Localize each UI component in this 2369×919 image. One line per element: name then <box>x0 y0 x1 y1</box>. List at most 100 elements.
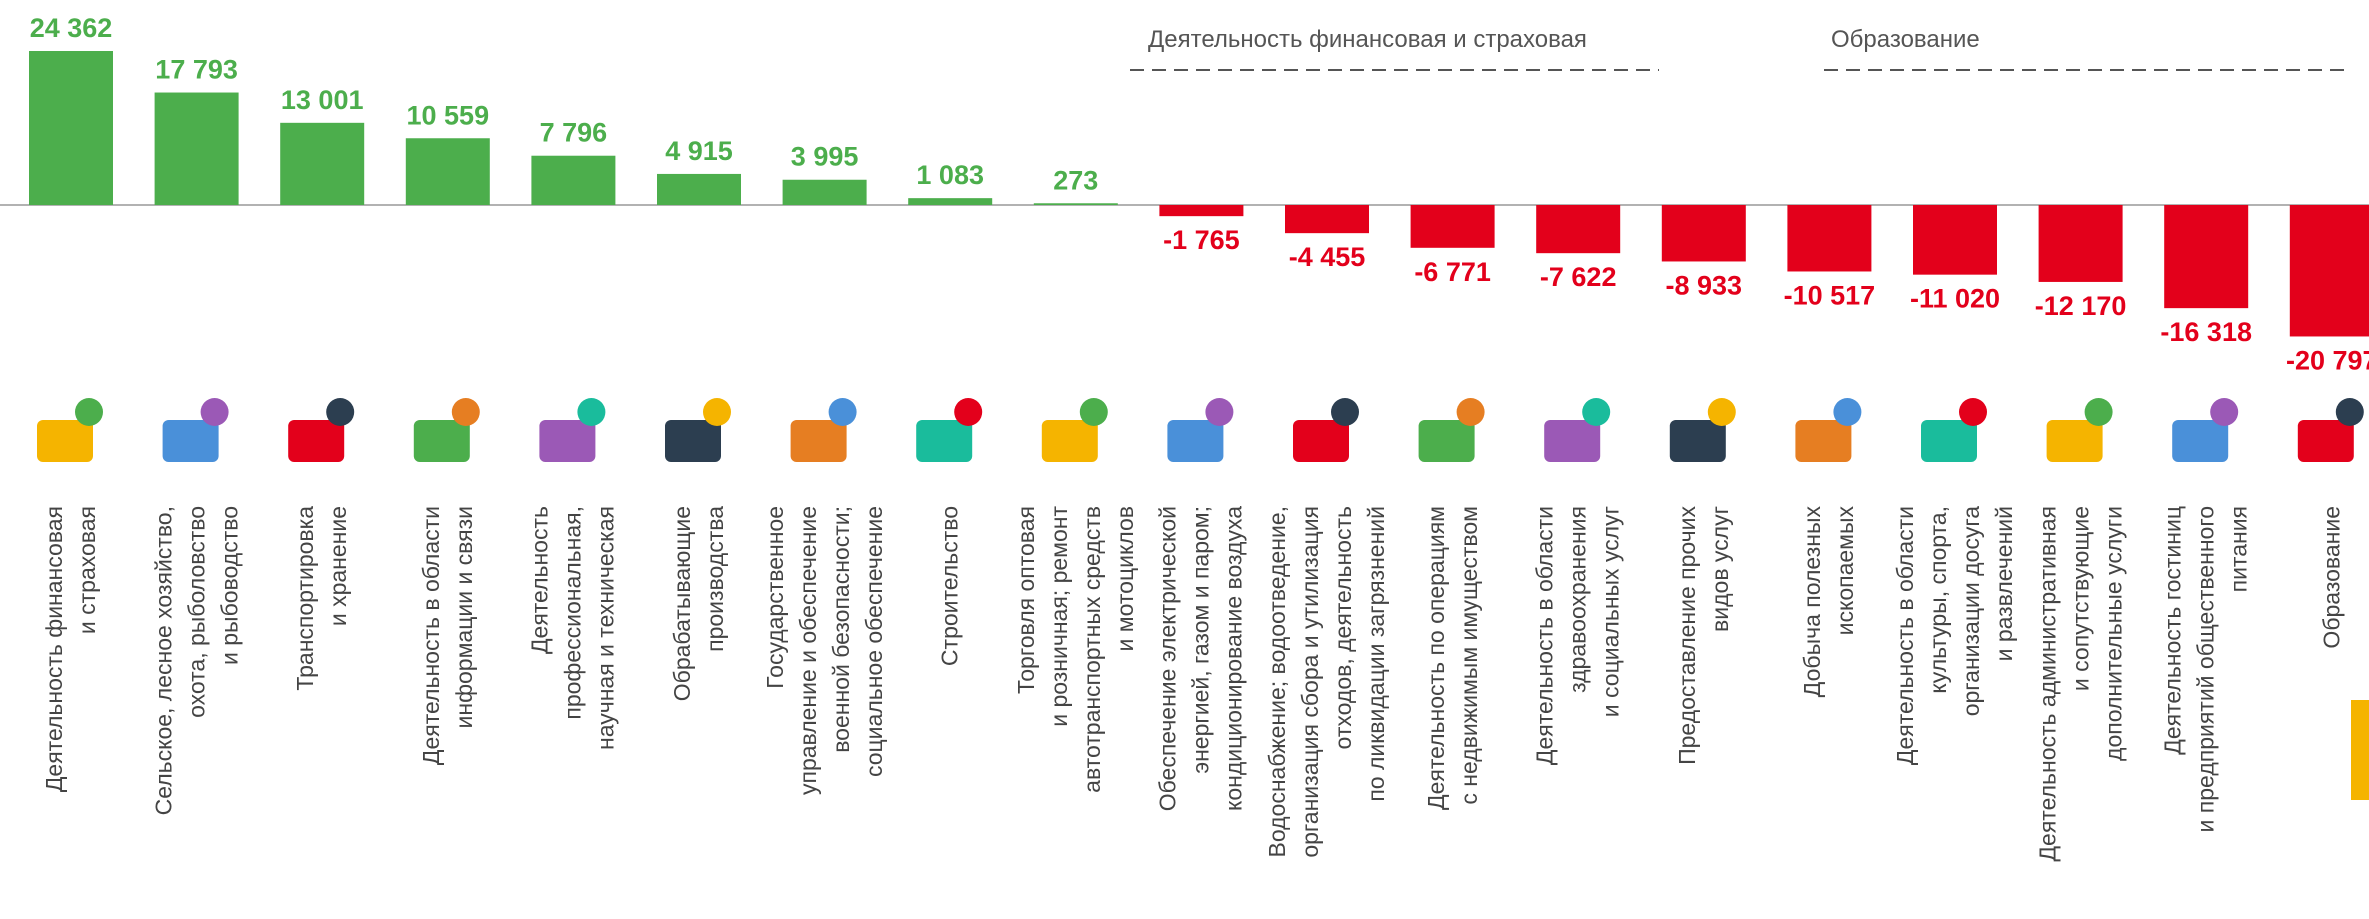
icon <box>1670 398 1736 462</box>
bar <box>2164 205 2248 308</box>
icon-shape <box>163 420 219 462</box>
icon-shape <box>75 398 103 426</box>
bar <box>1662 205 1746 261</box>
icon-shape <box>1293 420 1349 462</box>
value-label: -6 771 <box>1414 257 1491 287</box>
value-label: 273 <box>1053 165 1098 195</box>
icon-shape <box>665 420 721 462</box>
icon-shape <box>916 420 972 462</box>
category-label: Торговля оптовая и розничная; ремонт авт… <box>1010 506 1142 916</box>
page: 24 36217 79313 00110 5597 7964 9153 9951… <box>0 0 2369 919</box>
icon-shape <box>829 398 857 426</box>
annotation: Образование <box>1831 26 1980 54</box>
bar <box>908 198 992 205</box>
icon-shape <box>288 420 344 462</box>
value-label: 24 362 <box>30 13 113 43</box>
value-label: 4 915 <box>665 136 733 166</box>
category-label: Предоставление прочих видов услуг <box>1671 506 1737 916</box>
icon-shape <box>2047 420 2103 462</box>
value-label: -16 318 <box>2160 317 2252 347</box>
bar <box>1536 205 1620 253</box>
icon <box>1293 398 1359 462</box>
icon-shape <box>1833 398 1861 426</box>
icon-shape <box>2336 398 2364 426</box>
icon <box>1795 398 1861 462</box>
icon-shape <box>1042 420 1098 462</box>
category-label: Деятельность административная и сопутств… <box>2031 506 2130 916</box>
icon-shape <box>539 420 595 462</box>
icon <box>1921 398 1987 462</box>
category-label: Деятельность по операциям с недвижимым и… <box>1420 506 1486 916</box>
value-label: -7 622 <box>1540 262 1617 292</box>
icon <box>1544 398 1610 462</box>
icon <box>2298 398 2364 462</box>
value-label: -4 455 <box>1289 242 1366 272</box>
icon-shape <box>1921 420 1977 462</box>
bar <box>1411 205 1495 248</box>
icon <box>2047 398 2113 462</box>
value-label: -20 797 <box>2286 345 2369 375</box>
bar <box>155 93 239 205</box>
icon-shape <box>1080 398 1108 426</box>
bar <box>29 51 113 205</box>
icon <box>1042 398 1108 462</box>
icon-shape <box>1582 398 1610 426</box>
category-label: Добыча полезных ископаемых <box>1796 506 1862 916</box>
icon <box>1167 398 1233 462</box>
category-label: Деятельность в области культуры, спорта,… <box>1889 506 2021 916</box>
icon-shape <box>577 398 605 426</box>
category-label: Транспортировка и хранение <box>289 506 355 916</box>
bar <box>783 180 867 205</box>
value-label: 10 559 <box>407 100 490 130</box>
icon <box>163 398 229 462</box>
icon-shape <box>791 420 847 462</box>
bar <box>657 174 741 205</box>
category-label: Деятельность гостиниц и предприятий обще… <box>2157 506 2256 916</box>
icon-shape <box>1795 420 1851 462</box>
annotation: Деятельность финансовая и страховая <box>1148 26 1587 54</box>
category-label: Водоснабжение; водоотведение, организаци… <box>1261 506 1393 916</box>
category-label: Обеспечение электрической энергией, газо… <box>1152 506 1251 916</box>
icon-shape <box>703 398 731 426</box>
icon-shape <box>1670 420 1726 462</box>
bar <box>1787 205 1871 271</box>
icon-shape <box>1167 420 1223 462</box>
icon <box>539 398 605 462</box>
icon <box>1419 398 1485 462</box>
bar <box>531 156 615 205</box>
category-label: Деятельность финансовая и страховая <box>38 506 104 916</box>
icon <box>414 398 480 462</box>
decoration <box>2351 700 2369 800</box>
category-label: Государственное управление и обеспечение… <box>759 506 891 916</box>
bar <box>2290 205 2369 336</box>
icon-shape <box>326 398 354 426</box>
bar <box>2039 205 2123 282</box>
icon <box>916 398 982 462</box>
icon-shape <box>37 420 93 462</box>
bar <box>1034 203 1118 205</box>
value-label: -10 517 <box>1784 280 1876 310</box>
icon-shape <box>1457 398 1485 426</box>
icon <box>2172 398 2238 462</box>
value-label: 17 793 <box>155 55 238 85</box>
value-label: -11 020 <box>1910 284 2000 314</box>
category-label: Образование <box>2315 506 2348 916</box>
icon-shape <box>1331 398 1359 426</box>
icon-shape <box>1959 398 1987 426</box>
bar <box>406 138 490 205</box>
icon <box>288 398 354 462</box>
icon-shape <box>201 398 229 426</box>
value-label: 13 001 <box>281 85 364 115</box>
icon-shape <box>1419 420 1475 462</box>
bar <box>1159 205 1243 216</box>
category-label: Сельское, лесное хозяйство, охота, рыбол… <box>147 506 246 916</box>
value-label: -12 170 <box>2035 291 2127 321</box>
icon <box>665 398 731 462</box>
icon <box>791 398 857 462</box>
value-label: 7 796 <box>540 118 608 148</box>
category-label: Строительство <box>934 506 967 916</box>
icon-shape <box>414 420 470 462</box>
category-label: Деятельность профессиональная, научная и… <box>524 506 623 916</box>
icon-shape <box>452 398 480 426</box>
icon-shape <box>2172 420 2228 462</box>
